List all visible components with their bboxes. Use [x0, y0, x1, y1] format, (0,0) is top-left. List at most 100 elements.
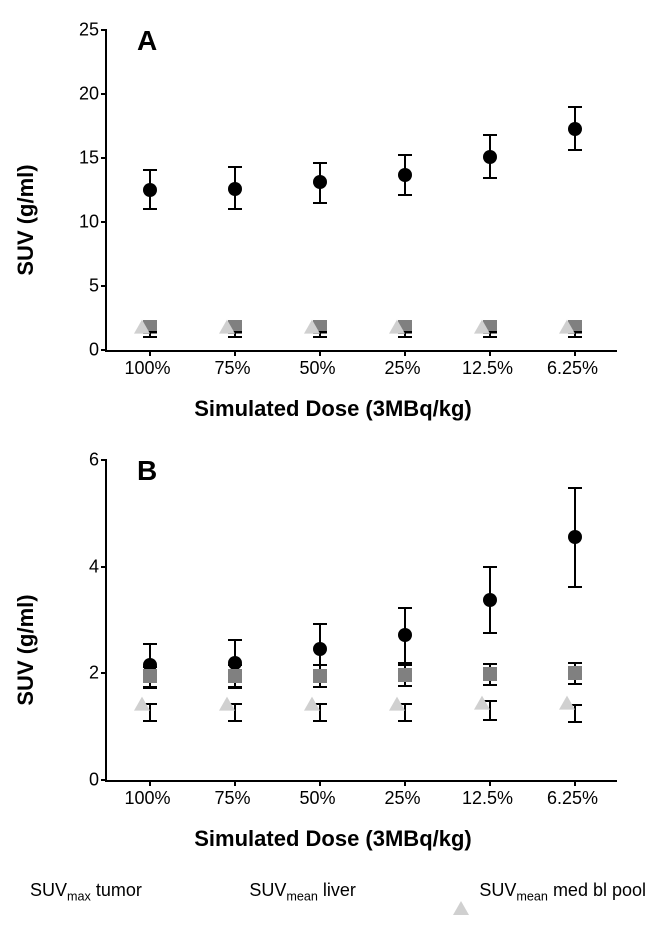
- data-point: [312, 328, 328, 342]
- ytick-label: 0: [39, 340, 99, 361]
- plot-area-a: A: [105, 30, 617, 352]
- ytick-mark: [101, 157, 107, 159]
- error-cap: [483, 719, 497, 721]
- data-point: [397, 705, 413, 719]
- data-point: [228, 182, 242, 196]
- legend-label: SUVmean med bl pool: [479, 880, 646, 904]
- data-point: [568, 122, 582, 136]
- error-cap: [313, 664, 327, 666]
- error-cap: [568, 662, 582, 664]
- legend-label: SUVmean liver: [249, 880, 356, 904]
- error-cap: [483, 566, 497, 568]
- data-point: [483, 593, 497, 607]
- xtick-label: 50%: [299, 358, 335, 379]
- xtick-label: 75%: [214, 358, 250, 379]
- data-point: [398, 668, 412, 682]
- xtick-mark: [404, 350, 406, 356]
- data-point: [568, 530, 582, 544]
- legend: SUVmax tumor SUVmean liver SUVmean med bl …: [10, 880, 656, 904]
- data-point: [142, 705, 158, 719]
- ytick-label: 5: [39, 276, 99, 297]
- data-point: [313, 175, 327, 189]
- error-cap: [313, 623, 327, 625]
- error-cap: [313, 162, 327, 164]
- ytick-label: 2: [39, 663, 99, 684]
- data-point: [398, 168, 412, 182]
- error-cap: [228, 208, 242, 210]
- panel-b: SUV (g/ml) B 0246 100%75%50%25%12.5%6.25…: [10, 440, 656, 860]
- error-cap: [483, 684, 497, 686]
- panel-letter-b: B: [137, 455, 157, 487]
- error-cap: [398, 720, 412, 722]
- error-cap: [398, 154, 412, 156]
- ytick-mark: [101, 285, 107, 287]
- xtick-label: 100%: [124, 358, 170, 379]
- ytick-mark: [101, 779, 107, 781]
- error-cap: [568, 149, 582, 151]
- error-cap: [398, 194, 412, 196]
- xtick-label: 75%: [214, 788, 250, 809]
- data-point: [227, 328, 243, 342]
- ylabel-b: SUV (g/ml): [13, 594, 39, 705]
- error-cap: [568, 683, 582, 685]
- xtick-mark: [149, 350, 151, 356]
- xlabel-b: Simulated Dose (3MBq/kg): [194, 826, 471, 852]
- ylabel-a: SUV (g/ml): [13, 164, 39, 275]
- ytick-mark: [101, 349, 107, 351]
- panel-a: SUV (g/ml) A 0510152025 100%75%50%25%12.…: [10, 10, 656, 430]
- error-cap: [228, 720, 242, 722]
- xtick-mark: [489, 780, 491, 786]
- error-cap: [143, 643, 157, 645]
- ytick-label: 10: [39, 212, 99, 233]
- data-point: [483, 150, 497, 164]
- ytick-label: 0: [39, 770, 99, 791]
- data-point: [397, 328, 413, 342]
- data-point: [568, 666, 582, 680]
- data-point: [143, 669, 157, 683]
- xtick-mark: [489, 350, 491, 356]
- xtick-mark: [404, 780, 406, 786]
- data-point: [482, 704, 498, 718]
- data-point: [312, 705, 328, 719]
- xtick-mark: [149, 780, 151, 786]
- ytick-mark: [101, 459, 107, 461]
- error-cap: [483, 134, 497, 136]
- error-cap: [228, 639, 242, 641]
- xtick-label: 12.5%: [462, 358, 513, 379]
- error-cap: [483, 632, 497, 634]
- error-cap: [143, 687, 157, 689]
- error-cap: [143, 208, 157, 210]
- ytick-mark: [101, 221, 107, 223]
- ytick-label: 25: [39, 20, 99, 41]
- error-cap: [143, 720, 157, 722]
- error-cap: [313, 720, 327, 722]
- data-point: [482, 328, 498, 342]
- xtick-label: 6.25%: [547, 358, 598, 379]
- data-point: [228, 669, 242, 683]
- legend-label: SUVmax tumor: [30, 880, 142, 904]
- ytick-label: 6: [39, 450, 99, 471]
- error-cap: [143, 666, 157, 668]
- error-cap: [228, 166, 242, 168]
- error-cap: [568, 106, 582, 108]
- error-cap: [568, 586, 582, 588]
- legend-item: SUVmean med bl pool: [453, 880, 646, 904]
- ytick-mark: [101, 29, 107, 31]
- error-cap: [143, 169, 157, 171]
- error-cap: [483, 177, 497, 179]
- error-cap: [313, 686, 327, 688]
- data-point: [567, 704, 583, 718]
- data-point: [313, 642, 327, 656]
- ytick-mark: [101, 93, 107, 95]
- error-cap: [398, 607, 412, 609]
- data-point: [398, 628, 412, 642]
- ytick-label: 15: [39, 148, 99, 169]
- xtick-mark: [234, 780, 236, 786]
- xtick-mark: [319, 780, 321, 786]
- data-point: [313, 669, 327, 683]
- data-point: [143, 183, 157, 197]
- error-cap: [568, 721, 582, 723]
- plot-area-b: B: [105, 460, 617, 782]
- xtick-mark: [574, 350, 576, 356]
- data-point: [142, 328, 158, 342]
